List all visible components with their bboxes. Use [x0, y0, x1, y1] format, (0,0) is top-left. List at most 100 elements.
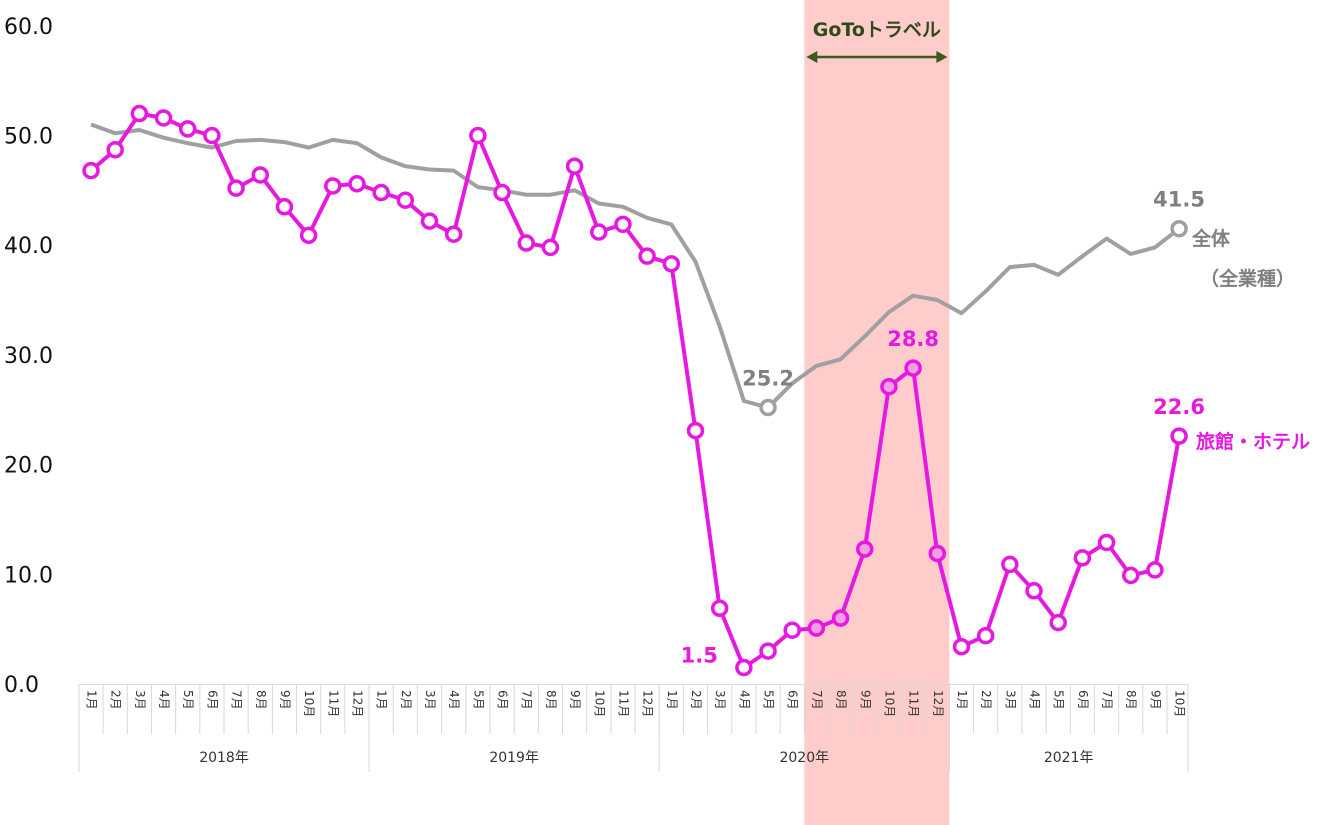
x-tick-label: 2月 — [689, 690, 703, 710]
x-year-label: 2020年 — [779, 750, 829, 766]
x-tick-label: 8月 — [1124, 690, 1138, 710]
series-line-overall — [90, 122, 1181, 410]
hotel-point — [82, 161, 100, 180]
hotel-point — [1049, 613, 1067, 632]
y-tick-label: 40.0 — [4, 234, 53, 259]
hotel-point — [710, 599, 729, 618]
hotel-point — [590, 223, 608, 241]
x-tick-label: 1月 — [665, 690, 679, 710]
hotel-point — [880, 377, 898, 396]
x-tick-label: 8月 — [834, 690, 848, 710]
hotel-point — [154, 109, 173, 127]
hotel-point — [372, 183, 390, 202]
x-tick-label: 5月 — [1052, 690, 1066, 710]
hotel-point — [807, 619, 826, 637]
x-tick-label: 5月 — [471, 690, 485, 710]
x-tick-label: 6月 — [786, 690, 800, 710]
x-tick-label: 2月 — [399, 690, 413, 710]
hotel-point — [106, 141, 124, 159]
x-tick-label: 8月 — [254, 690, 268, 710]
x-tick-label: 10月 — [882, 690, 896, 717]
hotel-point — [541, 238, 560, 257]
y-tick-label: 20.0 — [4, 454, 53, 479]
x-tick-label: 2月 — [979, 690, 993, 710]
hotel-point — [178, 120, 197, 138]
hotel-point — [493, 183, 511, 202]
hotel-point — [565, 157, 584, 175]
x-tick-label: 6月 — [1076, 690, 1090, 710]
hotel-point — [952, 637, 971, 656]
y-tick-label: 50.0 — [4, 125, 53, 150]
data-label: 41.5 — [1153, 188, 1205, 212]
hotel-point — [1001, 555, 1019, 574]
hotel-point — [299, 226, 318, 245]
x-tick-label: 11月 — [326, 690, 340, 717]
hotel-point — [1121, 566, 1140, 585]
x-tick-label: 3月 — [423, 690, 437, 710]
hotel-point — [324, 177, 342, 195]
hotel-point — [1025, 582, 1043, 600]
hotel-point — [759, 642, 777, 660]
x-tick-label: 10月 — [592, 690, 606, 717]
overall-point — [759, 398, 777, 417]
x-tick-label: 10月 — [1173, 690, 1187, 717]
x-year-label: 2021年 — [1044, 750, 1094, 766]
x-tick-label: 1月 — [375, 690, 389, 710]
x-tick-label: 9月 — [568, 690, 582, 710]
hotel-point — [735, 658, 753, 677]
series-label-overall-sub: （全業種） — [1200, 267, 1295, 290]
x-tick-label: 12月 — [350, 690, 364, 717]
hotel-point — [638, 247, 656, 265]
hotel-point — [1097, 533, 1116, 552]
data-label: 25.2 — [742, 367, 794, 391]
y-tick-label: 0.0 — [4, 673, 39, 698]
hotel-point — [275, 198, 294, 216]
series-label-hotel: 旅館・ホテル — [1196, 430, 1310, 453]
x-year-label: 2019年 — [489, 750, 539, 766]
data-label: 1.5 — [681, 644, 718, 668]
x-tick-label: 12月 — [641, 690, 655, 717]
x-tick-label: 10月 — [302, 690, 316, 717]
hotel-point — [396, 191, 415, 209]
overall-point — [1170, 219, 1188, 238]
x-tick-label: 11月 — [616, 690, 630, 717]
x-tick-label: 4月 — [157, 690, 171, 710]
y-tick-label: 10.0 — [4, 563, 53, 588]
x-tick-label: 4月 — [447, 690, 461, 710]
x-tick-label: 3月 — [133, 690, 147, 710]
goto-arrow-right-head — [936, 51, 948, 63]
y-tick-label: 30.0 — [4, 344, 53, 369]
x-tick-label: 7月 — [230, 690, 244, 710]
hotel-point — [686, 421, 705, 440]
x-tick-label: 4月 — [737, 690, 751, 710]
x-tick-label: 9月 — [1148, 690, 1162, 710]
x-tick-label: 7月 — [520, 690, 534, 710]
hotel-point — [783, 621, 801, 639]
hotel-point — [614, 215, 632, 234]
x-year-label: 2018年 — [199, 750, 249, 766]
data-label: 22.6 — [1153, 395, 1205, 419]
x-tick-label: 11月 — [907, 690, 921, 717]
series-line-hotel — [89, 111, 1182, 670]
hotel-point — [1170, 427, 1188, 445]
hotel-point — [517, 234, 535, 252]
hotel-point — [831, 609, 850, 627]
x-tick-label: 5月 — [181, 690, 195, 710]
data-label: 28.8 — [887, 327, 939, 351]
x-tick-label: 12月 — [931, 690, 945, 717]
hotel-point — [348, 175, 366, 193]
x-tick-label: 9月 — [858, 690, 872, 710]
hotel-point — [203, 126, 221, 145]
hotel-point — [130, 104, 149, 123]
x-tick-label: 6月 — [496, 690, 510, 710]
hotel-point — [227, 179, 245, 197]
hotel-point — [904, 359, 922, 377]
x-tick-label: 1月 — [955, 690, 969, 710]
hotel-point — [420, 212, 439, 230]
goto-travel-label: GoToトラベル — [813, 19, 941, 41]
hotel-point — [1073, 549, 1092, 567]
hotel-point — [251, 166, 270, 184]
x-tick-label: 4月 — [1028, 690, 1042, 710]
x-tick-label: 7月 — [1100, 690, 1114, 710]
